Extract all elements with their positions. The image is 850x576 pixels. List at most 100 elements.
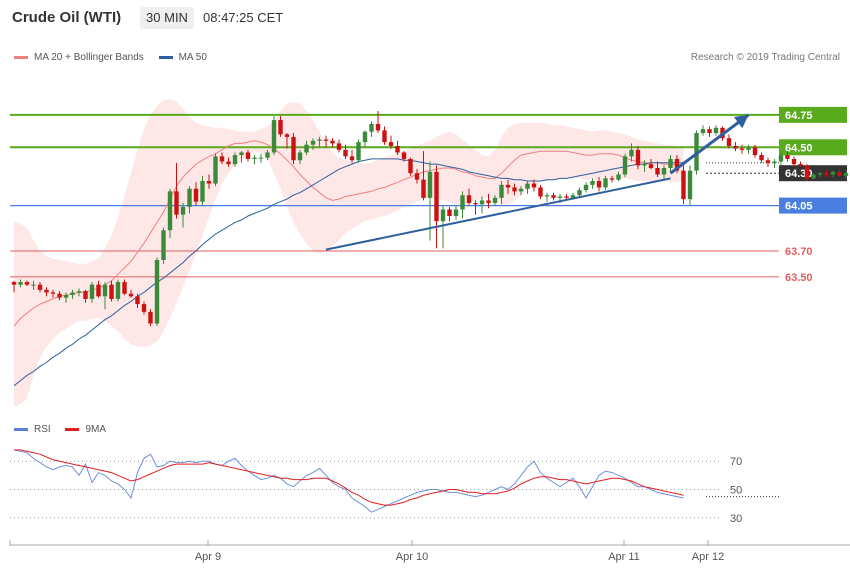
candle-body (382, 130, 387, 143)
candle-body (557, 196, 563, 198)
candle-body (31, 284, 36, 286)
candle-body (512, 187, 517, 192)
bollinger-band-area (14, 99, 684, 407)
candle-body (154, 260, 160, 324)
level-tag-64-75 (779, 106, 847, 123)
candle-body (811, 174, 816, 179)
candle-body (18, 282, 23, 285)
candle-body (648, 164, 654, 169)
candle-body (733, 145, 738, 149)
candle-body (655, 168, 660, 175)
candle-body (531, 183, 537, 188)
timestamp: 08:47:25 CET (203, 10, 284, 25)
ma20-line (13, 140, 684, 327)
annotations (325, 113, 750, 251)
candle-body (232, 155, 238, 165)
candle-body (187, 188, 192, 207)
candle-body (219, 156, 225, 162)
candle-body (291, 136, 296, 161)
candle-body (239, 152, 244, 156)
moving-averages (13, 140, 684, 387)
level-label-64-75: 64.75 (785, 110, 813, 122)
candle-body (687, 170, 693, 200)
candle-body (739, 148, 745, 150)
candle-body (499, 184, 504, 198)
candle-body (453, 209, 459, 216)
time-tick-label: Apr 11 (608, 551, 640, 563)
candle-body (492, 197, 498, 204)
candle-body (148, 311, 153, 324)
candle-body (206, 180, 212, 184)
candle-body (37, 284, 43, 290)
candle-body (200, 180, 205, 202)
candle-body (375, 123, 381, 131)
candle-body (798, 164, 803, 166)
candle-body (746, 147, 751, 150)
candle-body (726, 138, 732, 146)
candle-body (752, 147, 758, 156)
rsi-line (13, 449, 684, 513)
time-tick-label: Apr 10 (396, 551, 428, 563)
legend-rsi: RSI (14, 424, 51, 435)
candle-body (109, 284, 114, 299)
candle-body (681, 170, 686, 200)
candle-body (89, 284, 95, 299)
candle-body (310, 140, 316, 145)
candle-body (141, 304, 147, 312)
time-tick-label: Apr 9 (195, 551, 221, 563)
candle-body (694, 133, 699, 171)
bollinger-band (14, 99, 684, 407)
candle-body (466, 195, 472, 204)
time-tick-label: Apr 12 (692, 551, 724, 563)
timeframe-badge[interactable]: 30 MIN (140, 7, 194, 29)
candle-body (778, 155, 784, 162)
candle-body (388, 142, 394, 146)
candle-body (174, 191, 179, 215)
candle-body (252, 157, 257, 159)
rsi-legend: RSI 9MA (14, 424, 118, 435)
candle-body (486, 200, 491, 204)
candle-body (414, 173, 420, 180)
candle-body (791, 158, 797, 165)
candle-body (603, 178, 608, 188)
candle-body (765, 160, 771, 163)
candle-body (570, 195, 576, 198)
candle-body (11, 282, 17, 285)
candle-body (629, 149, 634, 157)
candle-body (57, 293, 62, 298)
candle-body (577, 190, 582, 196)
candle-body (349, 156, 355, 161)
legend-swatch-9ma (65, 427, 80, 431)
candle-body (772, 161, 777, 163)
candle-body (596, 180, 602, 188)
chart-header: Crude Oil (WTI) 30 MIN 08:47:25 CET (0, 0, 850, 36)
candle-body (317, 139, 322, 141)
candle-body (505, 184, 511, 188)
candle-body (122, 282, 127, 294)
candle-body (707, 129, 712, 134)
legend-swatch-ma20 (14, 55, 28, 59)
candle-body (590, 180, 595, 185)
candle-body (668, 158, 673, 169)
legend-ma20: MA 20 + Bollinger Bands (14, 52, 144, 63)
candle-body (421, 179, 426, 198)
candle-body (538, 187, 543, 197)
legend-label-rsi: RSI (34, 424, 51, 435)
candle-body (284, 134, 290, 137)
candle-body (583, 184, 589, 191)
candle-body (323, 139, 329, 141)
legend-label-ma20: MA 20 + Bollinger Bands (34, 52, 144, 63)
candle-body (336, 143, 342, 150)
level-label-63-70: 63.70 (785, 246, 813, 258)
candle-body (609, 178, 615, 180)
candle-body (434, 171, 439, 222)
price-legend: MA 20 + Bollinger Bands MA 50 (14, 52, 219, 63)
candle-body (271, 120, 277, 153)
level-label-64-50: 64.50 (785, 142, 813, 154)
candle-body (700, 129, 706, 134)
rsi-9ma-line (14, 449, 684, 506)
candle-body (115, 282, 121, 299)
rsi-tick-label-50: 50 (730, 485, 742, 497)
candles (11, 110, 849, 327)
